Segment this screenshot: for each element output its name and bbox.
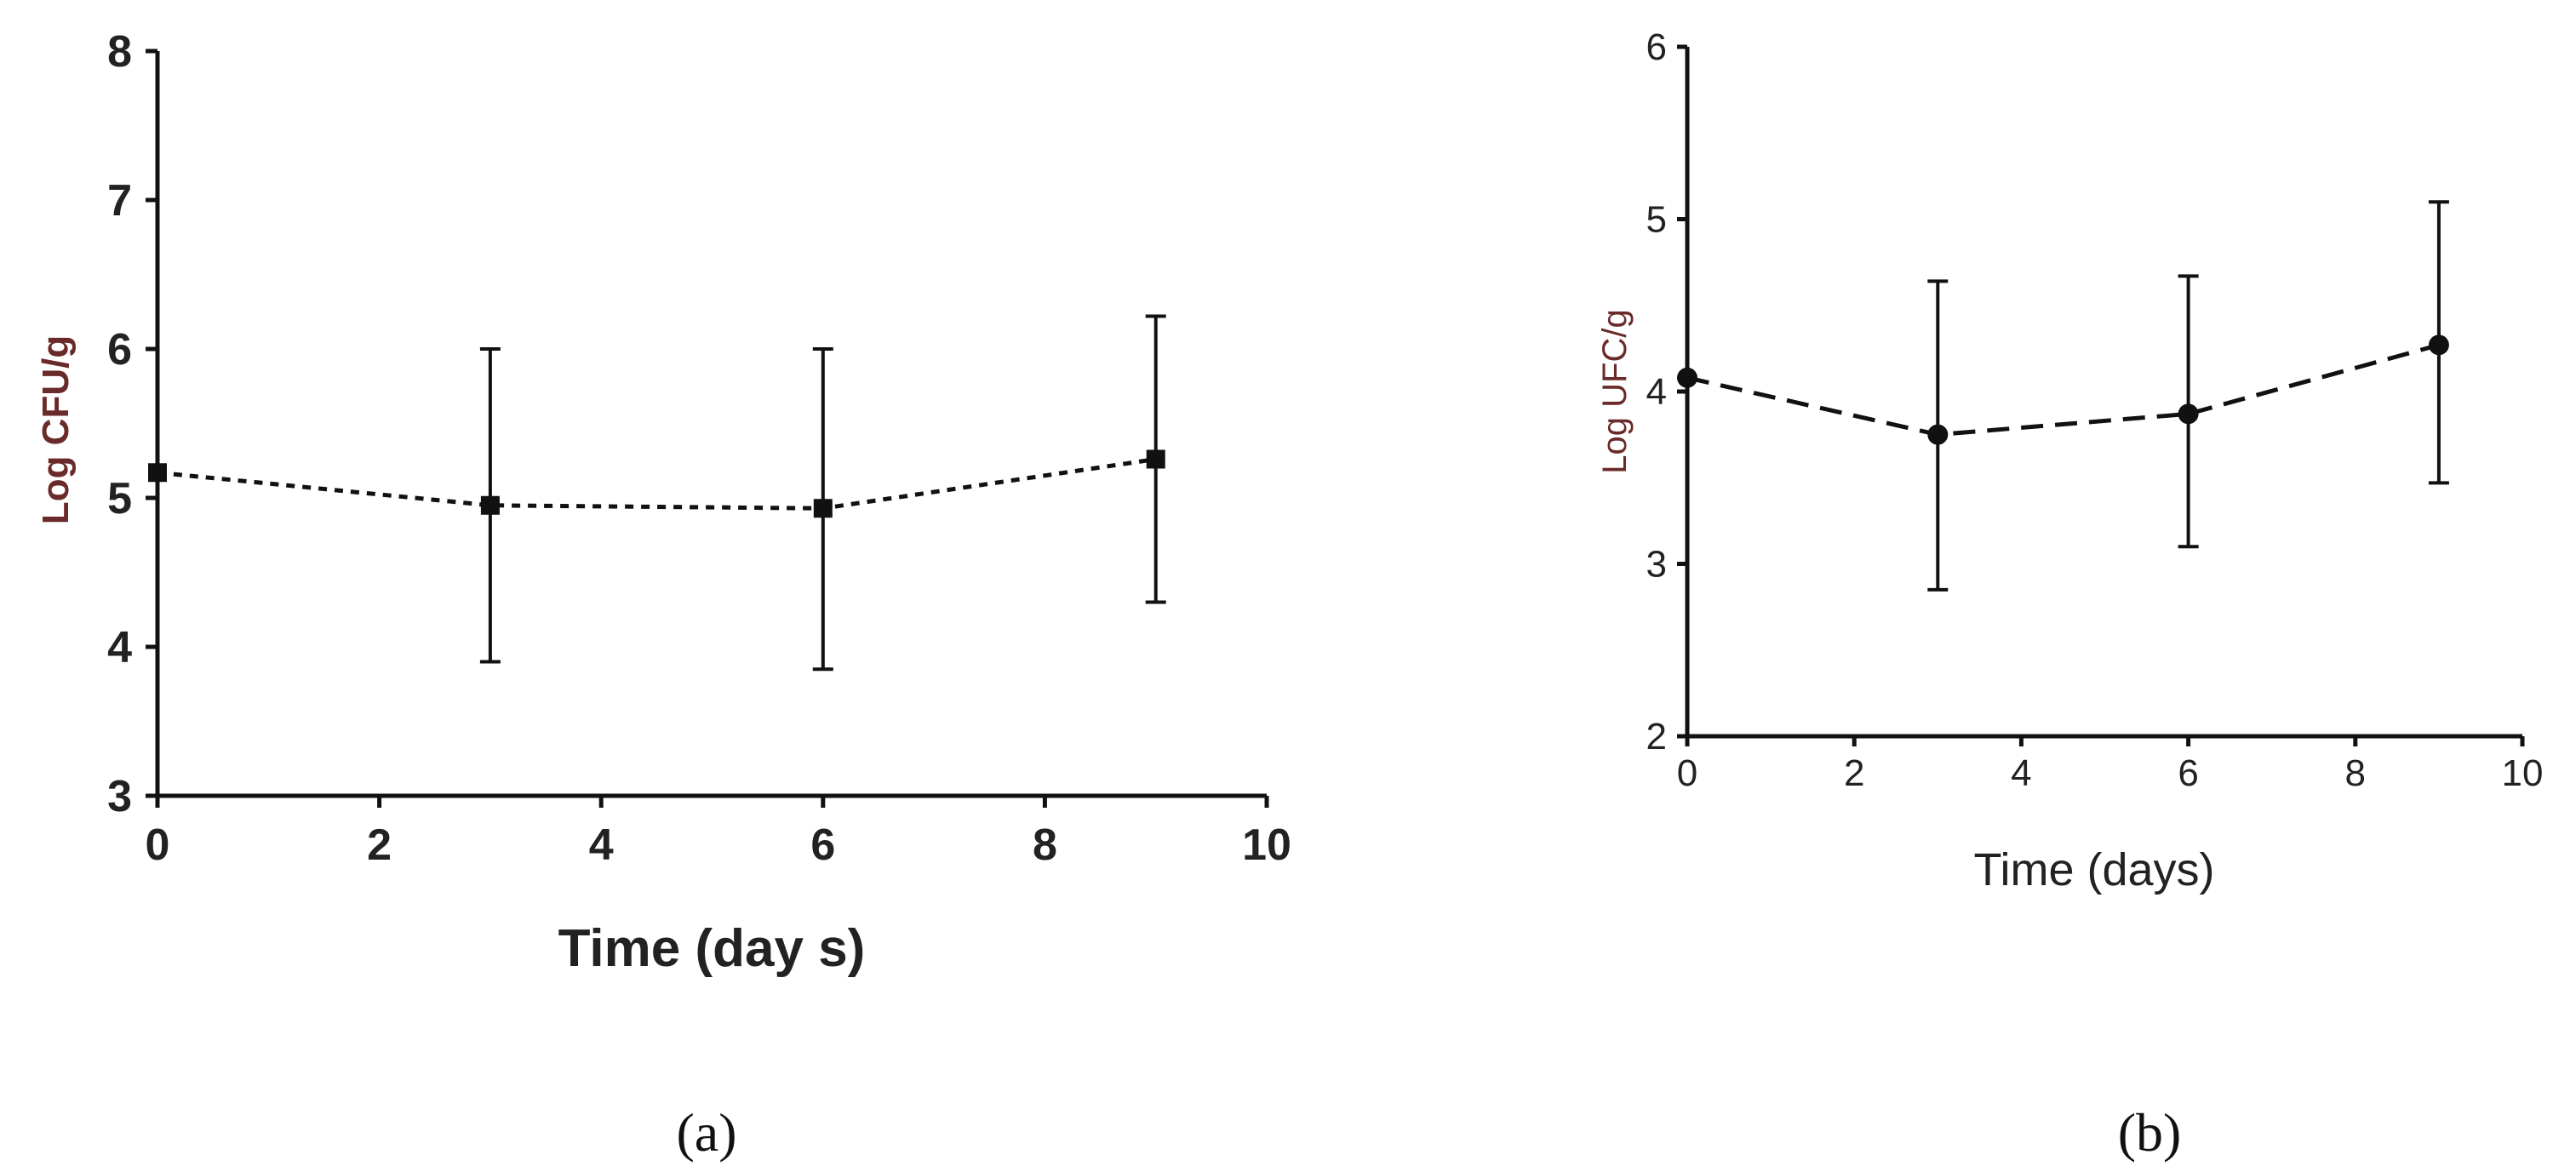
- chart-a-y-ticks: 3 4 5 6 7 8: [107, 27, 157, 821]
- chart-a-x-tick-label: 0: [146, 820, 170, 870]
- chart-a-x-tick-label: 6: [810, 820, 835, 870]
- chart-b-series: [1677, 200, 2449, 592]
- chart-b-y-tick-label: 3: [1646, 544, 1667, 586]
- chart-b-x-tick-label: 10: [2502, 752, 2544, 794]
- chart-b-x-tick-label: 8: [2345, 752, 2366, 794]
- chart-a-y-tick-label: 5: [107, 474, 132, 523]
- chart-b-x-axis-label: Time (days): [1973, 844, 2214, 895]
- chart-a-x-tick-label: 4: [589, 820, 614, 870]
- chart-a-x-tick-label: 8: [1033, 820, 1057, 870]
- chart-a-data-point: [148, 463, 167, 483]
- chart-b-x-tick-label: 0: [1677, 752, 1697, 794]
- chart-b-x-tick-label: 2: [1844, 752, 1864, 794]
- chart-a-y-tick-label: 3: [107, 772, 132, 821]
- chart-a-data-point: [480, 495, 500, 515]
- chart-b-x-ticks: 0 2 4 6 8 10: [1677, 736, 2544, 794]
- chart-b-y-tick-label: 4: [1646, 371, 1667, 413]
- chart-a-y-tick-label: 6: [107, 325, 132, 374]
- chart-a-x-ticks: 0 2 4 6 8 10: [146, 796, 1291, 870]
- chart-a-caption: (a): [676, 1102, 736, 1163]
- chart-b-y-tick-label: 2: [1646, 716, 1667, 758]
- chart-b-data-point: [2428, 334, 2449, 356]
- chart-b-axes: [1685, 47, 2522, 739]
- chart-b-y-tick-label: 6: [1646, 26, 1667, 68]
- chart-a-y-tick-label: 7: [107, 176, 132, 226]
- chart-a: 3 4 5 6 7 8 0 2 4 6 8 10 Time (day s) Log CFU/g (a…: [35, 27, 1291, 1163]
- chart-a-x-tick-label: 10: [1242, 820, 1291, 870]
- chart-b-data-point: [2178, 403, 2199, 425]
- chart-a-y-tick-label: 8: [107, 27, 132, 77]
- chart-b-series-line: [1686, 342, 2440, 437]
- chart-b-x-tick-label: 6: [2178, 752, 2198, 794]
- chart-a-y-axis-label: Log CFU/g: [35, 335, 77, 524]
- chart-b-y-ticks: 2 3 4 5 6: [1646, 26, 1687, 758]
- chart-a-y-tick-label: 4: [107, 623, 132, 672]
- chart-b-x-tick-label: 4: [2011, 752, 2031, 794]
- chart-b-data-point: [1927, 424, 1949, 445]
- chart-b-y-tick-label: 5: [1646, 199, 1667, 241]
- chart-a-series-line: [157, 457, 1157, 511]
- chart-b-caption: (b): [2118, 1102, 2182, 1163]
- chart-a-series: [148, 314, 1166, 672]
- chart-b-data-point: [1677, 367, 1697, 388]
- chart-a-data-point: [813, 499, 833, 518]
- chart-a-axes: [155, 51, 1267, 798]
- chart-b-y-axis-label: Log UFC/g: [1596, 309, 1634, 473]
- chart-a-x-axis-label: Time (day s): [558, 919, 866, 978]
- chart-a-x-tick-label: 2: [367, 820, 392, 870]
- chart-a-data-point: [1146, 449, 1165, 469]
